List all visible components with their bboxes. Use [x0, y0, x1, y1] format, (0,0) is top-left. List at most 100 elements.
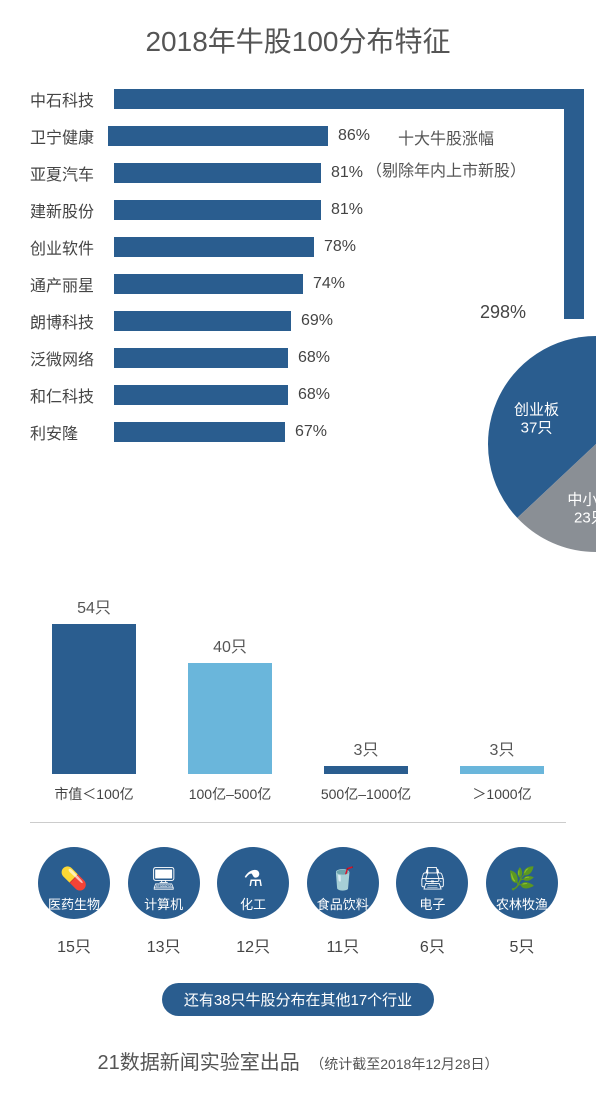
top-bar-row: 亚夏汽车 81%: [30, 158, 370, 188]
top-bar: [114, 200, 321, 220]
industry-col: 🖨 电子 6只: [392, 847, 472, 957]
footer-main: 21数据新闻实验室出品: [98, 1052, 300, 1074]
mid-bar-category: 500亿–1000亿: [321, 784, 411, 804]
industry-col: 🖥计算机 13只: [124, 847, 204, 957]
top-bar: [114, 89, 334, 109]
industry-name: 农林牧渔: [496, 894, 548, 913]
top-bar-label: 通产丽星: [30, 272, 114, 296]
industry-col: 💊 医药生物 15只: [34, 847, 114, 957]
industry-count: 11只: [326, 933, 359, 957]
top-bar-label: 和仁科技: [30, 383, 114, 407]
mid-bar: [460, 766, 544, 774]
mid-bar-value: 54只: [77, 594, 111, 618]
divider: [30, 822, 566, 823]
infographic-page: 2018年牛股100分布特征 中石科技卫宁健康86% 亚夏汽车 81% 建新股份 81%…: [0, 0, 596, 1095]
footer-sub: （统计截至2018年12月28日）: [310, 1056, 498, 1072]
mid-bar-value: 40只: [213, 633, 247, 657]
top-bar-value: 68%: [298, 386, 330, 404]
mid-bar: [52, 624, 136, 774]
industry-col: ⚗化工12只: [213, 847, 293, 957]
top-bar-label: 利安隆: [30, 420, 114, 444]
top-bar-value: 81%: [331, 201, 363, 219]
mid-bar-col: 54只市值＜100亿: [34, 594, 154, 804]
top-bar-label: 创业软件: [30, 235, 114, 259]
mid-bar-col: 40只 100亿–500亿: [170, 633, 290, 804]
top-bar-value: 69%: [301, 312, 333, 330]
mid-bar-category: 市值＜100亿: [54, 784, 133, 804]
industry-col: 🥤 食品饮料 11只: [303, 847, 383, 957]
top-bar: [114, 348, 288, 368]
industry-circle: 🌿 农林牧渔: [486, 847, 558, 919]
pie-svg: 创业板37只中小板23只主板40只: [376, 334, 596, 554]
top-bar-chart: 中石科技卫宁健康86% 亚夏汽车 81% 建新股份 81% 创业软件78% 通产丽星 74% 朗…: [30, 84, 370, 454]
market-cap-bar-chart: 54只市值＜100亿40只100亿–500亿3只500亿–1000亿3只＞100…: [30, 604, 566, 804]
industry-row: 💊医药生物15只🖥计算机13只⚗化工12只🥤食品饮料11只🖨电子6只🌿农林牧渔5…: [30, 847, 566, 957]
top-bar-label: 亚夏汽车: [30, 161, 114, 185]
top-bar: [114, 422, 285, 442]
mid-bar-value: 3只: [354, 736, 379, 760]
top-bar: [114, 237, 314, 257]
industry-circle: 💊 医药生物: [38, 847, 110, 919]
top-bar-row: 创业软件78%: [30, 232, 370, 262]
industry-count: 13只: [147, 933, 181, 957]
top-bar: [114, 274, 303, 294]
top-section: 中石科技卫宁健康86% 亚夏汽车 81% 建新股份 81% 创业软件78% 通产丽星 74% 朗…: [30, 84, 566, 484]
industry-count: 15只: [57, 933, 91, 957]
page-title: 2018年牛股100分布特征: [30, 20, 566, 60]
top-bar-label: 朗博科技: [30, 309, 114, 333]
top-bar-value: 74%: [313, 275, 345, 293]
top-bar-row: 和仁科技 68%: [30, 380, 370, 410]
top-annotation: 十大牛股涨幅 （剔除年内上市新股）: [366, 124, 526, 188]
mid-bar-col: 3只 500亿–1000亿: [306, 736, 426, 804]
top-bar-value: 81%: [331, 164, 363, 182]
top-bar: [108, 126, 328, 146]
top-bar-value: 67%: [295, 423, 327, 441]
industry-icon: 🖨: [418, 868, 446, 890]
top-bar-label: 建新股份: [30, 198, 114, 222]
industry-count: 5只: [510, 933, 535, 957]
top-bar-row: 朗博科技 69%: [30, 306, 370, 336]
pie-chart: 创业板37只中小板23只主板40只: [376, 334, 596, 554]
industry-note-pill: 还有38只牛股分布在其他17个行业: [162, 983, 434, 1016]
top-bar-value-highlight: 298%: [480, 302, 526, 323]
industry-icon: 💊: [60, 868, 87, 890]
industry-icon: 🖥: [150, 868, 178, 890]
industry-count: 6只: [420, 933, 445, 957]
mid-bar: [188, 663, 272, 774]
mid-bar-category: ＞1000亿: [472, 784, 531, 804]
industry-circle: 🥤 食品饮料: [307, 847, 379, 919]
industry-icon: 🌿: [508, 868, 535, 890]
top-note-l2: （剔除年内上市新股）: [366, 156, 526, 188]
industry-circle: 🖥计算机: [128, 847, 200, 919]
industry-name: 化工: [240, 894, 266, 913]
industry-col: 🌿 农林牧渔 5只: [482, 847, 562, 957]
top-bar: [114, 311, 291, 331]
top-bar-row: 卫宁健康86%: [30, 121, 370, 151]
mid-bar-value: 3只: [490, 736, 515, 760]
mid-bar-col: 3只 ＞1000亿: [442, 736, 562, 804]
top-bar: [114, 385, 288, 405]
top-bar-value: 68%: [298, 349, 330, 367]
industry-name: 食品饮料: [317, 894, 369, 913]
pie-label-l1: 创业板: [514, 400, 559, 418]
top-bar-row: 泛微网络 68%: [30, 343, 370, 373]
mid-bar-category: 100亿–500亿: [189, 784, 272, 804]
top-bar-row: 通产丽星 74%: [30, 269, 370, 299]
industry-icon: 🥤: [329, 868, 356, 890]
industry-circle: ⚗ 化工: [217, 847, 289, 919]
top-note-l1: 十大牛股涨幅: [366, 124, 526, 156]
industry-circle: 🖨 电子: [396, 847, 468, 919]
top-bar-row: 中石科技: [30, 84, 370, 114]
industry-name: 医药生物: [48, 894, 100, 913]
top-bar-row: 利安隆 67%: [30, 417, 370, 447]
top-bar-label: 泛微网络: [30, 346, 114, 370]
top-bar-row: 建新股份 81%: [30, 195, 370, 225]
pie-label-l2: 23只: [574, 510, 596, 527]
footer: 21数据新闻实验室出品 （统计截至2018年12月28日）: [30, 1046, 566, 1075]
top-bar: [114, 163, 321, 183]
industry-icon: ⚗: [243, 868, 263, 890]
industry-name: 电子: [419, 894, 445, 913]
top-bar-label: 卫宁健康: [30, 124, 108, 148]
pie-label-l2: 37只: [521, 419, 553, 436]
pie-label-l1: 中小板: [567, 491, 596, 509]
